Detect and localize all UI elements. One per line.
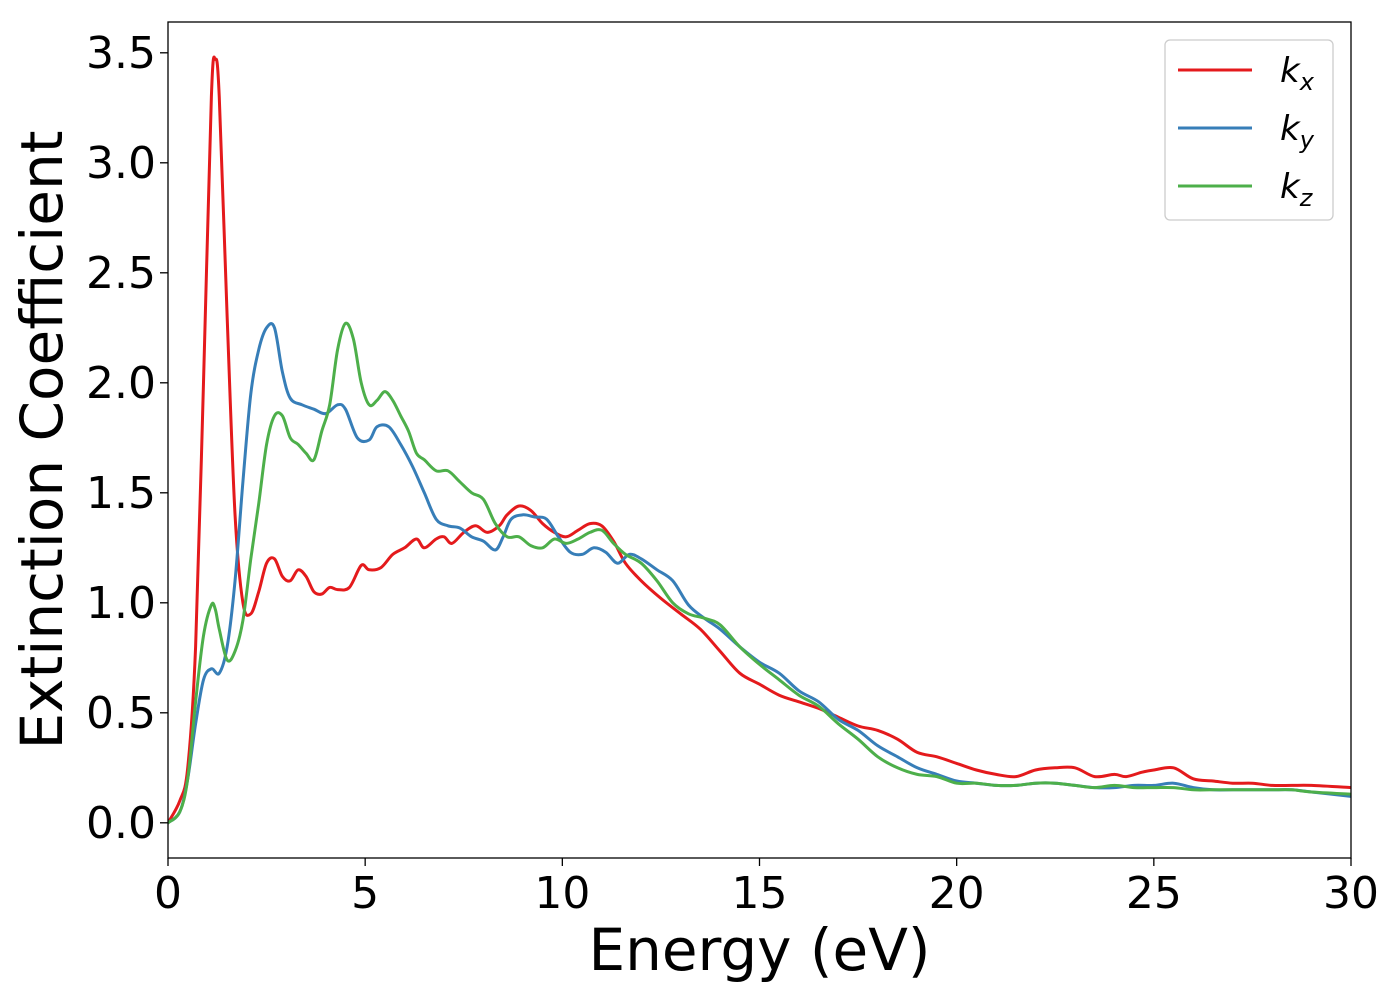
y-tick-label: 2.5 (86, 248, 156, 299)
x-tick-label: 20 (929, 868, 985, 919)
y-tick-label: 1.5 (86, 468, 156, 519)
y-tick-label: 0.5 (86, 688, 156, 739)
legend-label-k-y: ky (1280, 109, 1315, 154)
x-tick-label: 15 (732, 868, 788, 919)
y-tick-label: 0.0 (86, 798, 156, 849)
y-axis-title: Extinction Coefficient (8, 131, 76, 750)
legend-frame (1164, 39, 1334, 221)
x-tick-label: 10 (534, 868, 590, 919)
y-tick-label: 3.5 (86, 28, 156, 79)
x-tick-label: 5 (351, 868, 379, 919)
x-tick-label: 30 (1323, 868, 1379, 919)
y-tick-label: 1.0 (86, 578, 156, 629)
y-tick-label: 2.0 (86, 358, 156, 409)
legend: kx ky kz (1164, 39, 1334, 221)
x-tick-label: 25 (1126, 868, 1182, 919)
x-tick-label: 0 (154, 868, 182, 919)
series-layer (168, 55, 1351, 825)
x-axis-title: Energy (eV) (588, 916, 930, 984)
x-axis: 0 5 10 15 20 25 30 (154, 858, 1379, 919)
legend-label-k-x: kx (1280, 51, 1315, 96)
y-tick-label: 3.0 (86, 138, 156, 189)
series-line-k-z (168, 321, 1351, 825)
legend-label-k-z: kz (1280, 167, 1314, 212)
y-axis: 0.0 0.5 1.0 1.5 2.0 2.5 3.0 3.5 (86, 28, 168, 849)
